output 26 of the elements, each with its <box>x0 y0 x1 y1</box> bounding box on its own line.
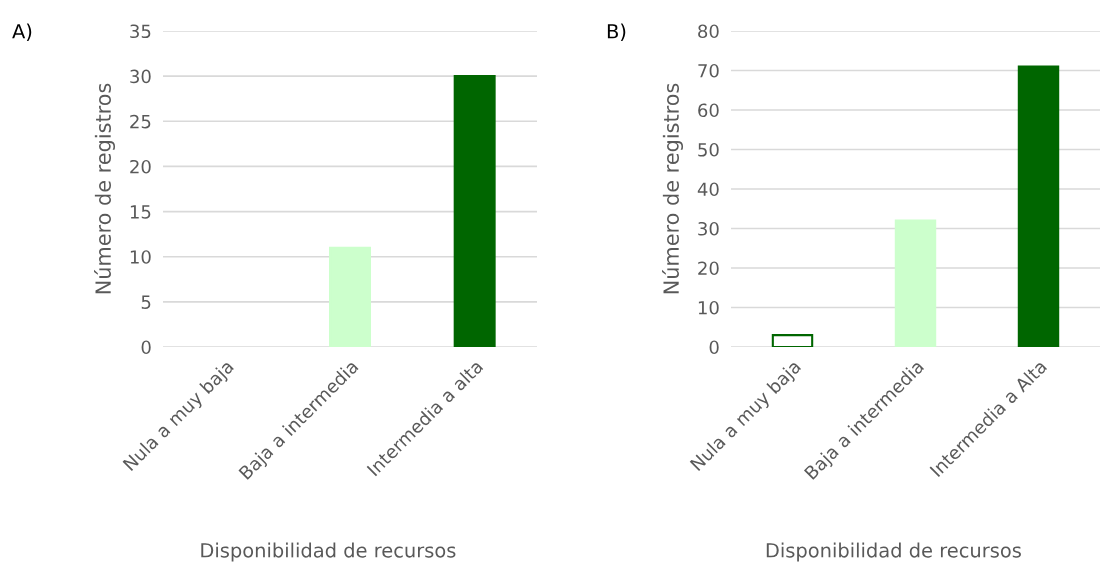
bar <box>771 334 814 347</box>
y-tick-label: 0 <box>141 340 151 355</box>
y-tick-label: 80 <box>698 24 719 39</box>
y-tick-label: 0 <box>709 340 719 355</box>
y-tick-label: 5 <box>141 295 151 309</box>
y-tick-label: 35 <box>130 24 151 39</box>
y-tick-label: 30 <box>130 69 151 84</box>
x-axis-title: Disponibilidad de recursos <box>766 542 1021 562</box>
text: B) <box>607 23 626 41</box>
y-axis-title: Número de registros <box>94 83 116 294</box>
y-tick-label: 15 <box>130 205 151 219</box>
bar <box>894 219 937 347</box>
x-axis-title: Disponibilidad de recursos <box>201 542 456 562</box>
y-tick-label: 10 <box>698 300 719 315</box>
y-axis-title: Número de registros <box>662 83 684 294</box>
y-tick-label: 60 <box>698 103 719 118</box>
y-tick-label: 20 <box>130 159 151 174</box>
y-tick-label: 20 <box>698 261 719 276</box>
text: A) <box>12 23 32 41</box>
y-tick-label: 70 <box>698 63 719 78</box>
bar <box>1017 65 1060 347</box>
y-tick-label: 25 <box>130 114 151 129</box>
y-tick-label: 10 <box>130 250 151 264</box>
y-tick-label: 50 <box>698 142 719 157</box>
y-tick-label: 30 <box>698 221 719 236</box>
y-tick-label: 40 <box>697 182 719 197</box>
